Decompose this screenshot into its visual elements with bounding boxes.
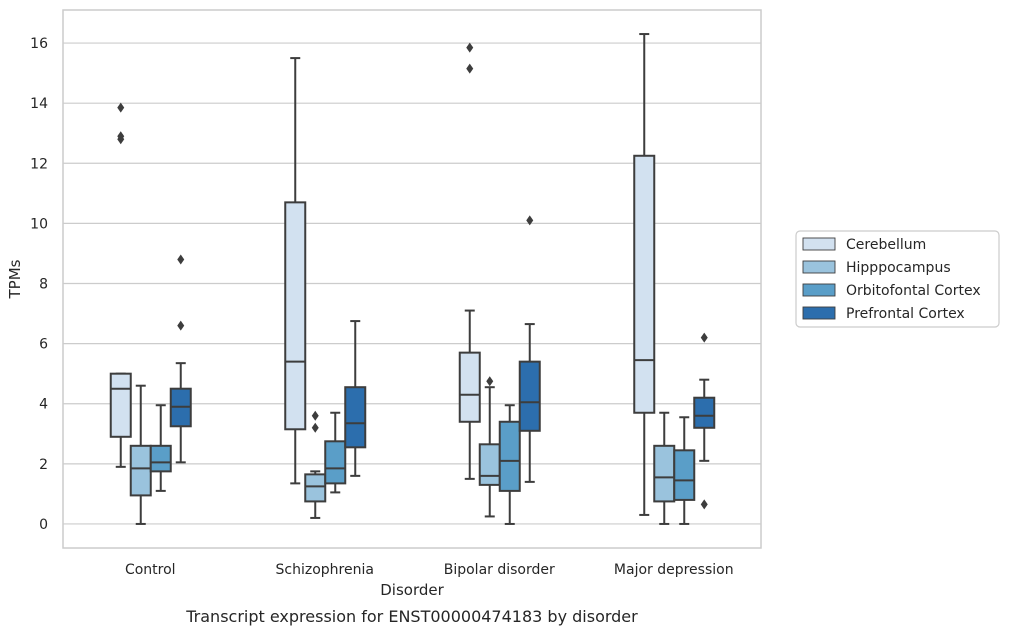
plot-frame <box>62 9 762 549</box>
box-body <box>304 473 327 503</box>
box-body <box>498 420 521 492</box>
legend-swatch <box>802 260 836 274</box>
x-tick-label: Schizophrenia <box>276 562 374 578</box>
legend-label: Orbitofontal Cortex <box>846 283 981 299</box>
box-orbitofontal-cortex <box>149 404 172 492</box>
box-body <box>653 444 676 503</box>
y-tick-label: 8 <box>39 277 48 293</box>
y-tick-label: 12 <box>30 156 48 172</box>
box-body <box>518 360 541 432</box>
box-prefrontal-cortex <box>169 254 192 464</box>
x-tick-label: Bipolar disorder <box>444 562 555 578</box>
y-tick-label: 6 <box>39 337 48 353</box>
outlier-point <box>177 254 185 265</box>
box-body <box>109 372 132 438</box>
x-tick-label: Major depression <box>614 562 734 578</box>
legend-swatch <box>802 283 836 297</box>
outlier-point <box>700 332 708 343</box>
y-tick-label: 10 <box>30 216 48 232</box>
box-orbitofontal-cortex <box>673 416 696 525</box>
outlier-point <box>526 215 534 226</box>
box-hipppocampus <box>129 384 152 525</box>
y-tick-label: 14 <box>30 96 48 112</box>
legend-item: Orbitofontal Cortex <box>802 283 981 299</box>
legend-item: Hipppocampus <box>802 260 951 276</box>
outlier-point <box>311 410 319 421</box>
y-tick-label: 0 <box>39 517 48 533</box>
y-axis-ticks: 0 2 4 6 8 10 12 14 16 <box>30 36 48 533</box>
legend-frame <box>795 230 1000 328</box>
box-hipppocampus <box>304 410 327 519</box>
outlier-point <box>117 102 125 113</box>
box-body <box>284 201 307 431</box>
box-body <box>324 440 347 485</box>
box-cerebellum <box>284 57 307 485</box>
legend-item: Prefrontal Cortex <box>802 306 965 322</box>
legend-swatch <box>802 306 836 320</box>
outlier-point <box>700 499 708 510</box>
x-axis-ticks: Control Schizophrenia Bipolar disorder Majo… <box>125 562 734 578</box>
box-cerebellum <box>458 42 481 480</box>
x-tick-label: Control <box>125 562 176 578</box>
legend: Cerebellum Hipppocampus Orbitofontal Corte… <box>795 230 1000 328</box>
box-groups <box>109 33 716 525</box>
box-cerebellum <box>109 102 132 468</box>
box-orbitofontal-cortex <box>324 411 347 494</box>
box-body <box>478 443 501 486</box>
y-tick-label: 2 <box>39 457 48 473</box>
y-tick-label: 4 <box>39 397 48 413</box>
box-body <box>129 444 152 497</box>
box-body <box>673 449 696 501</box>
legend-item: Cerebellum <box>802 237 926 253</box>
box-prefrontal-cortex <box>344 320 367 477</box>
box-hipppocampus <box>478 376 501 518</box>
legend-label: Prefrontal Cortex <box>846 306 965 322</box>
outlier-point <box>466 63 474 74</box>
y-axis-title: TPMs <box>6 259 24 299</box>
legend-label: Hipppocampus <box>846 260 951 276</box>
y-tick-label: 16 <box>30 36 48 52</box>
box-hipppocampus <box>653 411 676 525</box>
outlier-point <box>466 42 474 53</box>
box-orbitofontal-cortex <box>498 404 521 525</box>
box-body <box>458 351 481 423</box>
outlier-point <box>486 376 494 387</box>
box-body <box>693 396 716 429</box>
box-cerebellum <box>633 33 656 516</box>
legend-swatch <box>802 237 836 251</box>
outlier-point <box>311 422 319 433</box>
box-body <box>633 154 656 414</box>
chart-caption: Transcript expression for ENST0000047418… <box>185 607 638 626</box>
box-prefrontal-cortex <box>518 215 541 483</box>
legend-label: Cerebellum <box>846 237 926 253</box>
box-prefrontal-cortex <box>693 332 716 510</box>
box-body <box>344 386 367 449</box>
x-axis-title: Disorder <box>380 581 444 599</box>
outlier-point <box>117 131 125 142</box>
outlier-point <box>177 320 185 331</box>
box-body <box>149 444 172 473</box>
